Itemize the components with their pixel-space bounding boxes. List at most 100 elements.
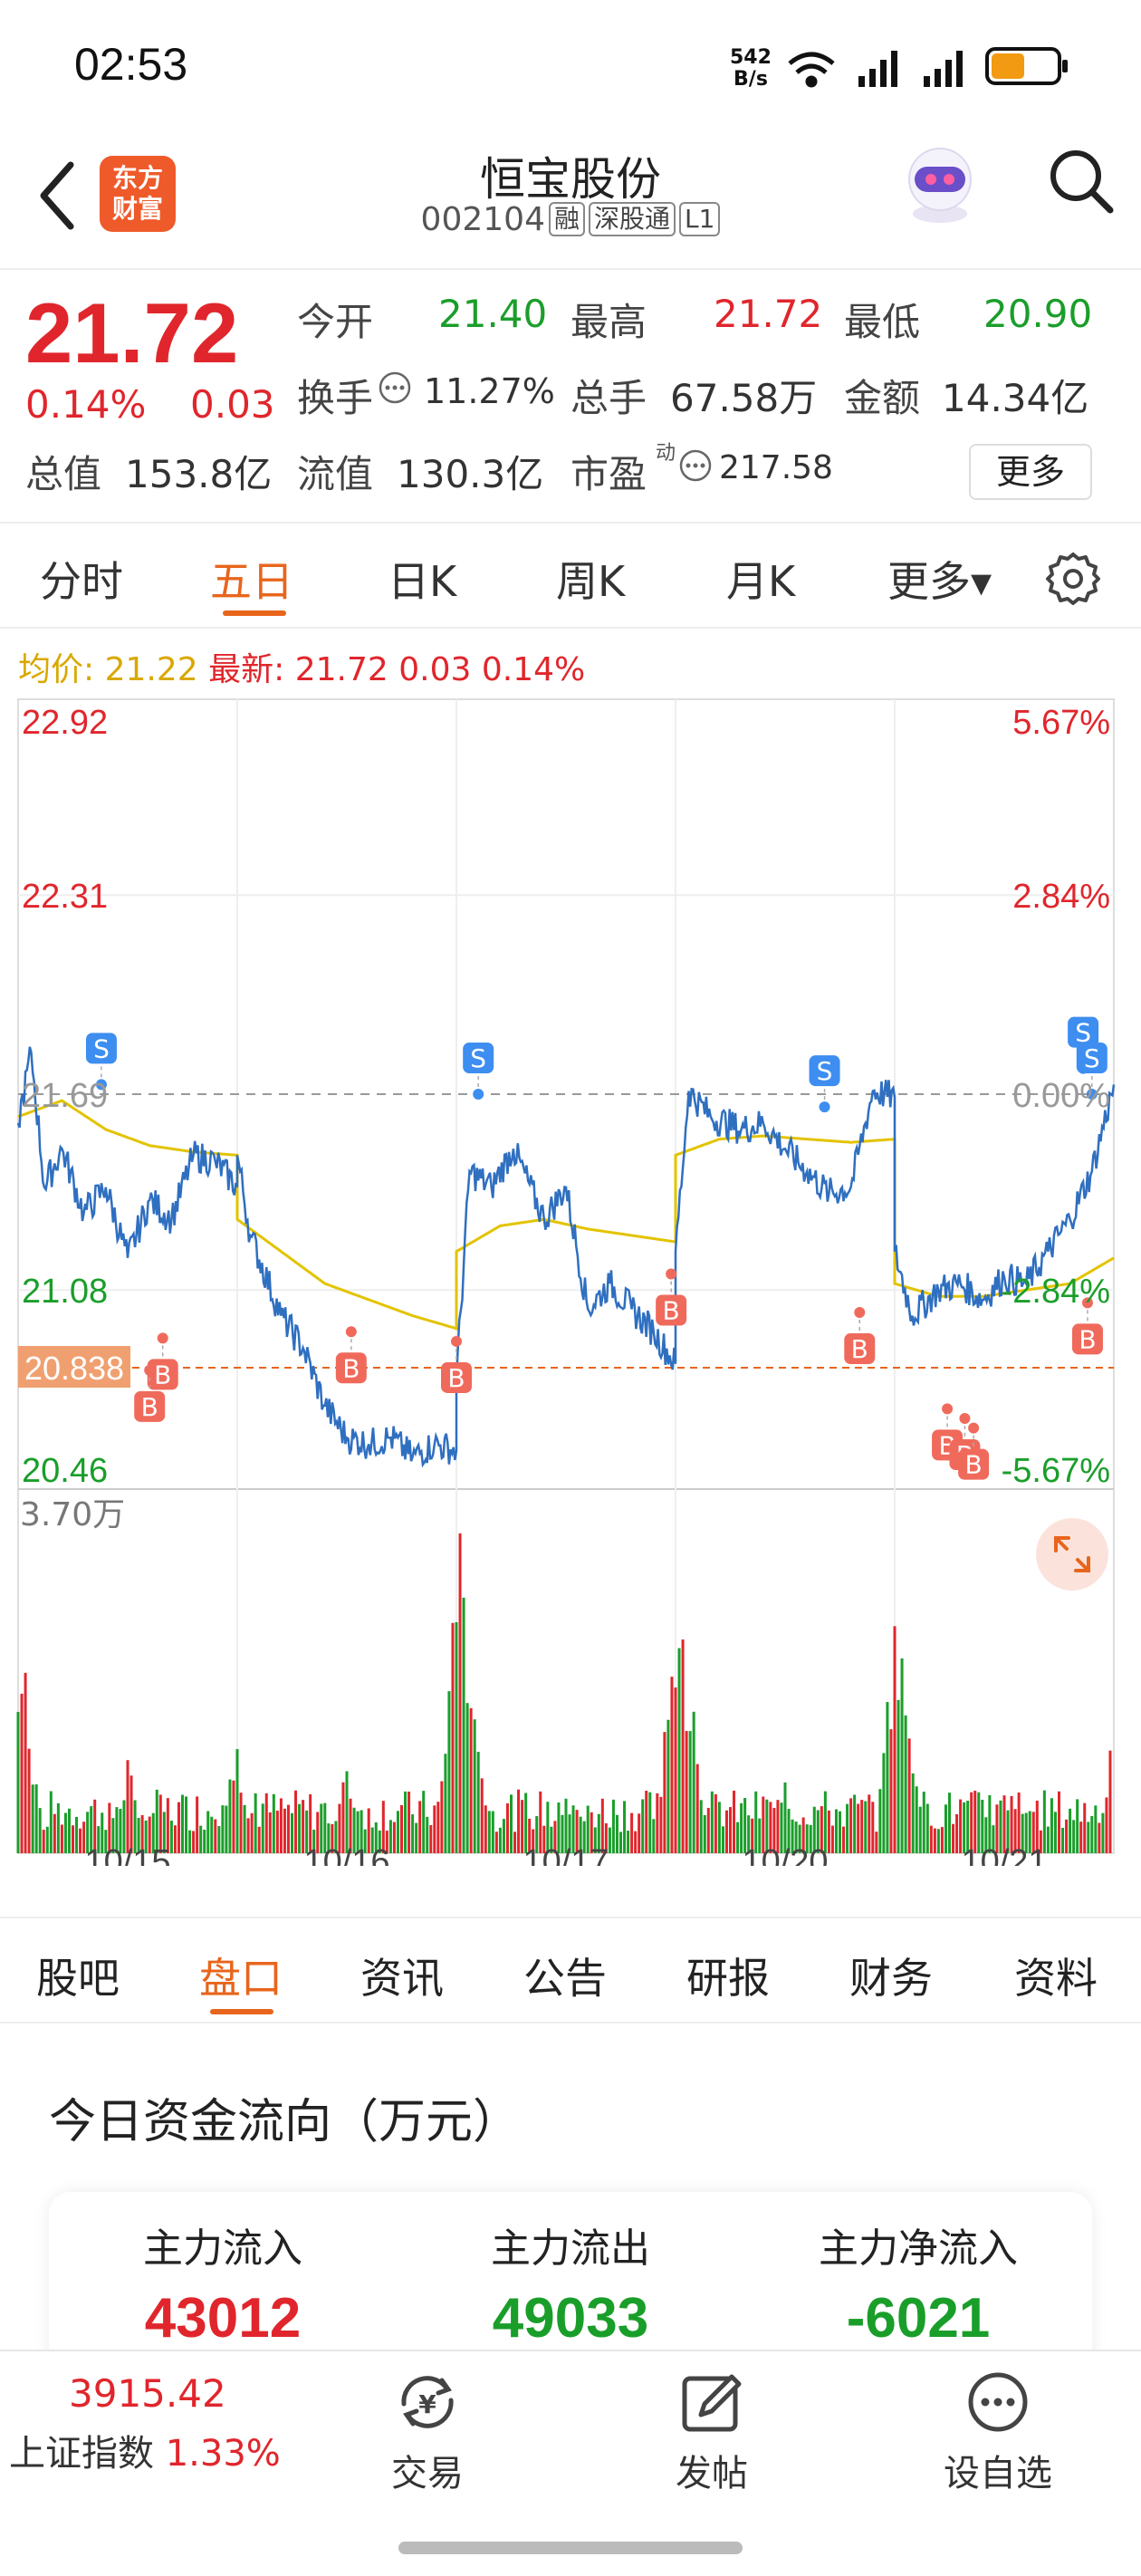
volume-bar (264, 1793, 268, 1853)
volume-bar (436, 1802, 440, 1853)
volume-bar (995, 1804, 999, 1853)
volume-bar (254, 1793, 257, 1853)
y-axis-price-label: 22.31 (22, 878, 108, 916)
volume-bar (185, 1796, 188, 1853)
tab-daily-k[interactable]: 日K (388, 557, 457, 606)
volume-bar (181, 1794, 184, 1853)
marker-dot (1086, 1089, 1098, 1100)
volume-bar (839, 1811, 841, 1853)
trade-button[interactable]: ¥ 交易 (355, 2368, 500, 2496)
volume-bar (1021, 1813, 1024, 1853)
back-arrow-icon[interactable] (34, 159, 80, 235)
volume-bar (834, 1809, 838, 1853)
assistant-robot-icon[interactable] (896, 139, 983, 226)
volume-bar (611, 1799, 615, 1853)
volume-bar (275, 1811, 279, 1853)
volume-bar (889, 1729, 893, 1853)
tab-monthly-k[interactable]: 月K (726, 557, 796, 606)
volume-bar (243, 1804, 246, 1853)
brand-logo[interactable]: 东方 财富 (100, 156, 176, 232)
volume-bar (203, 1830, 206, 1853)
post-button[interactable]: 发帖 (639, 2368, 784, 2496)
index-name: 上证指数 (9, 2433, 154, 2475)
volume-bar (652, 1819, 656, 1853)
info-dots-icon[interactable] (677, 447, 714, 493)
volume-bar (981, 1799, 984, 1853)
add-watchlist-button[interactable]: 设自选 (925, 2368, 1070, 2496)
volume-bar (232, 1780, 235, 1853)
marker-dot (819, 1101, 830, 1113)
volume-bar (608, 1827, 611, 1853)
change-amount: 0.03 (190, 382, 275, 427)
volume-bar (246, 1818, 250, 1853)
trade-markers: SBBBBSBSBBBBSSB (85, 1016, 1107, 1480)
tab-weekly-k[interactable]: 周K (556, 557, 626, 606)
volume-bar (444, 1754, 447, 1853)
five-day-chart[interactable]: SBBBBSBSBBBBSSB 22.9222.3121.6921.0820.4… (0, 688, 1141, 1866)
volume-bar (783, 1782, 787, 1853)
volume-bar (820, 1806, 823, 1853)
marker-dot (942, 1403, 954, 1415)
stock-name: 恒宝股份 (480, 153, 661, 206)
info-tabs: 股吧 盘口 资讯 公告 研报 财务 资料 (0, 1917, 1141, 2023)
volume-bar (780, 1802, 783, 1853)
volume-bar (638, 1813, 641, 1853)
more-quote-button[interactable]: 更多 (969, 444, 1092, 500)
stock-code: 002104 (420, 201, 545, 238)
volume-bar (513, 1831, 517, 1853)
tab-intraday[interactable]: 分时 (40, 557, 123, 606)
expand-icon[interactable] (1036, 1518, 1108, 1591)
volume-bar (158, 1794, 162, 1853)
volume-bar (955, 1814, 959, 1853)
marker-dot (144, 1364, 156, 1376)
tab-research[interactable]: 研报 (686, 1954, 770, 2003)
tab-announcements[interactable]: 公告 (523, 1954, 607, 2003)
volume-bar (206, 1811, 210, 1853)
gear-icon[interactable] (1045, 551, 1101, 610)
volume-bar (279, 1798, 283, 1853)
tab-financials[interactable]: 财务 (849, 1954, 933, 2003)
reference-price-label: 20.838 (24, 1350, 124, 1387)
volume-bar (404, 1791, 408, 1853)
volume-bar (16, 1711, 20, 1853)
pe-value: 217.58 (719, 449, 833, 486)
tab-news[interactable]: 资讯 (360, 1954, 444, 2003)
volume-bar (765, 1799, 769, 1853)
amount-label: 金额 (844, 376, 921, 420)
volume-bar (798, 1824, 801, 1853)
tab-order-book[interactable]: 盘口 (199, 1954, 283, 2003)
volume-bar (210, 1816, 214, 1853)
volume-bar (27, 1748, 31, 1853)
search-icon[interactable] (1047, 147, 1116, 219)
volume-bar (418, 1801, 422, 1853)
sell-marker (1068, 1016, 1099, 1048)
volume-bar (455, 1621, 458, 1853)
volume-bar (988, 1794, 992, 1853)
volume-bar (666, 1719, 670, 1853)
tab-five-day[interactable]: 五日 (210, 557, 293, 606)
volume-bar (338, 1803, 341, 1853)
tab-profile[interactable]: 资料 (1014, 1954, 1098, 2003)
tab-forum[interactable]: 股吧 (36, 1954, 120, 2003)
volume-bar (963, 1802, 966, 1853)
home-indicator[interactable] (398, 2542, 743, 2554)
volume-bar (925, 1803, 929, 1853)
tab-more[interactable]: 更多▾ (887, 557, 992, 606)
change-percent: 0.14% (25, 382, 147, 427)
network-speed-value: 542 (730, 46, 772, 69)
volume-bar (352, 1807, 356, 1853)
volume-bar (151, 1812, 155, 1853)
volume-bar (688, 1731, 692, 1853)
y-axis-percent-label: 0.00% (1012, 1077, 1110, 1115)
buy-marker-label: B (965, 1450, 983, 1480)
index-name-line: 上证指数 1.33% (9, 2424, 281, 2476)
sell-marker (1076, 1043, 1107, 1073)
volume-bar (480, 1778, 484, 1853)
volume-bar (494, 1831, 498, 1853)
volume-bar (1017, 1792, 1021, 1853)
volume-bar (42, 1830, 45, 1853)
main-inflow-value: 43012 (144, 2287, 302, 2350)
volume-bar (875, 1831, 878, 1853)
info-dots-icon[interactable] (377, 370, 413, 415)
main-outflow-value: 49033 (492, 2287, 649, 2350)
